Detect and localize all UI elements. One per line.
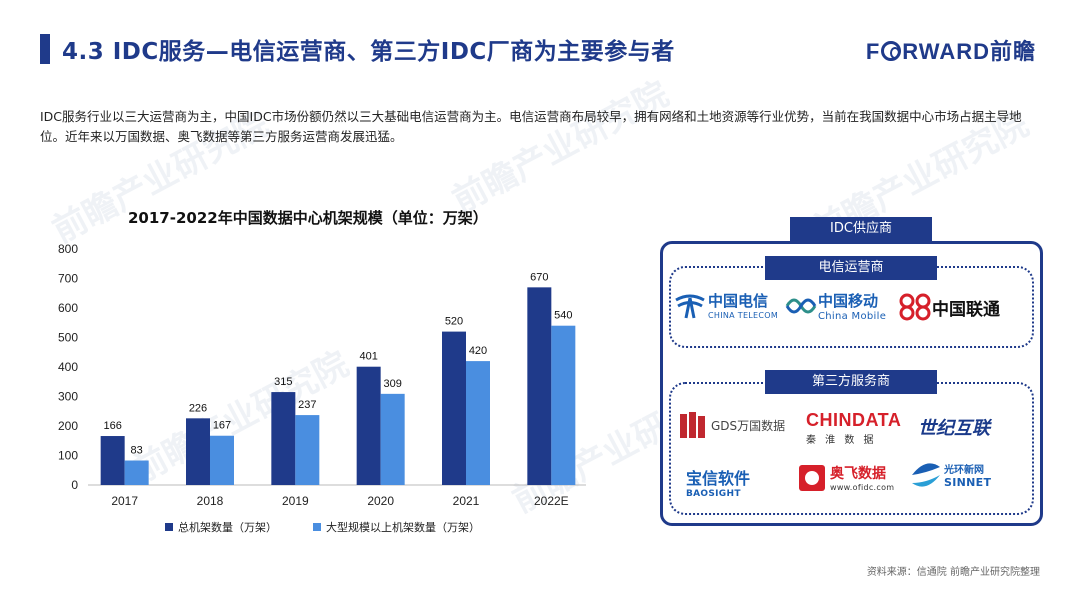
bar-large <box>551 325 576 485</box>
data-label: 540 <box>554 310 572 322</box>
y-tick-label: 500 <box>58 331 78 345</box>
x-tick-label: 2022E <box>534 494 569 508</box>
bar-total <box>442 331 466 485</box>
bar-total <box>186 418 210 485</box>
legend-label-large: 大型规模以上机架数量（万架） <box>326 521 480 534</box>
chindata-text: CHINDATA <box>806 410 902 430</box>
data-label: 226 <box>189 402 207 414</box>
y-tick-label: 700 <box>58 272 78 286</box>
china-mobile-en: China Mobile <box>818 311 887 322</box>
legend-item-large: 大型规模以上机架数量（万架） <box>313 519 480 535</box>
y-tick-label: 800 <box>58 242 78 256</box>
source-note: 资料来源：信通院 前瞻产业研究院整理 <box>866 567 1040 578</box>
china-telecom-logo: 中国电信 CHINA TELECOM <box>672 290 778 320</box>
brand-logo: F RWARD前瞻 <box>866 34 1036 66</box>
china-unicom-cn: 中国联通 <box>932 299 1000 320</box>
x-tick-label: 2017 <box>111 494 138 508</box>
x-tick-label: 2018 <box>197 494 224 508</box>
legend-swatch-large <box>313 523 321 531</box>
china-telecom-en: CHINA TELECOM <box>708 311 779 320</box>
chart-legend: 总机架数量（万架） 大型规模以上机架数量（万架） <box>165 519 480 535</box>
bar-large <box>466 361 490 485</box>
bar-large <box>210 435 234 485</box>
bar-large <box>380 393 405 485</box>
data-label: 670 <box>530 271 548 283</box>
ofidc-icon <box>799 464 825 491</box>
data-label: 401 <box>359 351 377 363</box>
bar-chart: 0 100 200 300 400 500 600 700 800 166 83 2017 226 167… <box>58 242 586 508</box>
brand-suffix: RWARD前瞻 <box>902 39 1036 64</box>
legend-label-total: 总机架数量（万架） <box>178 521 277 534</box>
data-label: 167 <box>213 420 231 432</box>
x-tick-label: 2021 <box>453 494 480 508</box>
chindata-logo: CHINDATA 秦 淮 数 据 <box>806 410 901 446</box>
china-unicom-logo: 中国联通 <box>898 292 1000 322</box>
gds-logo: GDS万国数据 <box>678 410 785 440</box>
ofidc-cn: 奥飞数据 <box>830 466 886 482</box>
page-title: 4.3 IDC服务—电信运营商、第三方IDC厂商为主要参与者 <box>62 39 675 65</box>
centurylink-text: 世纪互联 <box>918 418 990 439</box>
centurylink-logo: 世纪互联 <box>918 414 990 440</box>
bar-large <box>124 460 149 485</box>
y-tick-label: 200 <box>58 419 78 433</box>
data-label: 315 <box>274 376 292 388</box>
intro-text: IDC服务行业以三大运营商为主，中国IDC市场份额仍然以三大基础电信运营商为主。… <box>40 109 1022 144</box>
data-label: 237 <box>298 399 316 411</box>
title-accent-bar <box>40 34 50 64</box>
baosight-logo: 宝信软件 BAOSIGHT <box>686 465 750 499</box>
sinnet-icon <box>912 463 940 487</box>
legend-swatch-total <box>165 523 173 531</box>
third-party-title: 第三方服务商 <box>765 370 937 394</box>
china-telecom-icon <box>675 294 705 319</box>
x-tick-label: 2019 <box>282 494 309 508</box>
sinnet-cn: 光环新网 <box>944 465 984 476</box>
y-tick-label: 300 <box>58 390 78 404</box>
bar-large <box>295 415 320 485</box>
chart-title: 2017-2022年中国数据中心机架规模（单位：万架） <box>128 209 488 227</box>
brand-o-icon <box>881 41 902 61</box>
china-mobile-icon <box>785 298 817 314</box>
bar-total <box>356 366 381 485</box>
china-unicom-icon <box>899 293 931 321</box>
gds-icon <box>680 412 705 438</box>
china-mobile-cn: 中国移动 <box>818 292 879 310</box>
bar-total <box>527 287 552 485</box>
china-mobile-logo: 中国移动 China Mobile <box>784 290 886 322</box>
x-tick-label: 2020 <box>367 494 394 508</box>
data-label: 83 <box>131 445 143 457</box>
data-label: 420 <box>469 345 487 357</box>
ofidc-logo: 奥飞数据 www.ofidc.com <box>798 463 894 492</box>
bar-total <box>271 392 296 485</box>
bar-total <box>100 436 125 485</box>
y-tick-label: 600 <box>58 301 78 315</box>
chindata-sub: 秦 淮 数 据 <box>806 435 877 446</box>
y-tick-label: 400 <box>58 360 78 374</box>
sinnet-logo: 光环新网 SINNET <box>908 455 991 495</box>
y-tick-label: 100 <box>58 449 78 463</box>
y-tick-label: 0 <box>71 478 78 492</box>
baosight-cn: 宝信软件 <box>686 469 751 488</box>
legend-item-total: 总机架数量（万架） <box>165 519 277 535</box>
ofidc-en: www.ofidc.com <box>830 483 895 492</box>
data-label: 166 <box>103 420 121 432</box>
china-telecom-cn: 中国电信 <box>708 292 769 310</box>
brand-prefix: F <box>865 39 881 64</box>
data-label: 309 <box>383 378 401 390</box>
baosight-en: BAOSIGHT <box>686 489 741 499</box>
telecom-operators-title: 电信运营商 <box>765 256 937 280</box>
panel-title: IDC供应商 <box>790 217 932 241</box>
gds-text: GDS万国数据 <box>711 418 786 433</box>
data-label: 520 <box>445 316 463 328</box>
sinnet-en: SINNET <box>944 476 992 489</box>
